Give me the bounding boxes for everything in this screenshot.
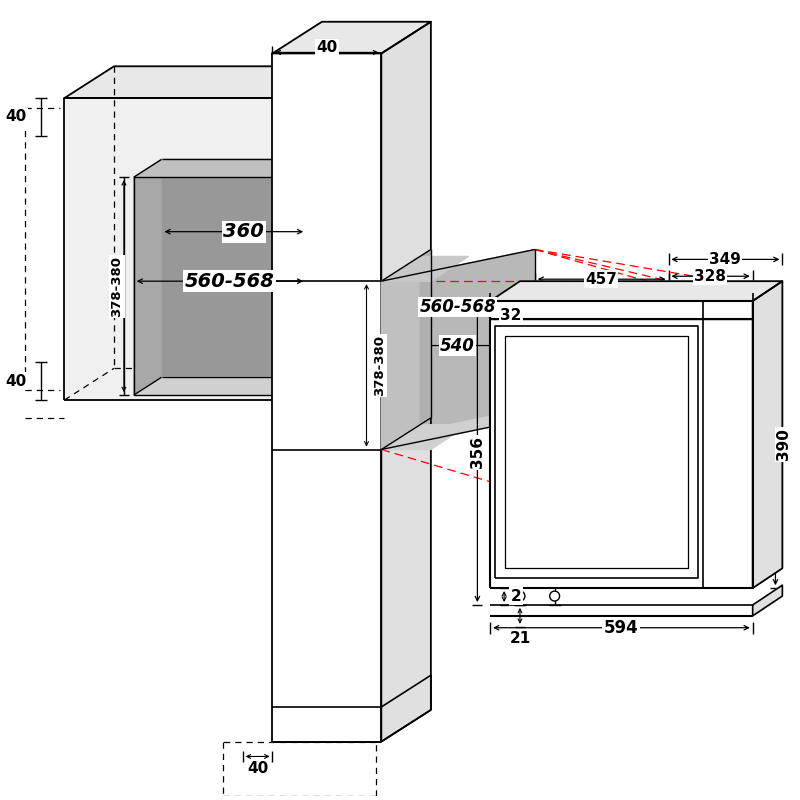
Text: 349: 349 — [709, 252, 741, 267]
Polygon shape — [382, 250, 431, 450]
Text: 594: 594 — [603, 618, 638, 637]
Text: 32: 32 — [500, 308, 522, 323]
Polygon shape — [307, 66, 357, 400]
Polygon shape — [382, 250, 535, 450]
Polygon shape — [753, 281, 782, 588]
Polygon shape — [273, 54, 382, 742]
Text: 378-380: 378-380 — [373, 335, 386, 396]
Polygon shape — [382, 257, 419, 450]
Text: 40: 40 — [6, 110, 27, 124]
Polygon shape — [382, 402, 559, 450]
Text: 21: 21 — [510, 631, 530, 646]
Text: 40: 40 — [6, 374, 27, 389]
Polygon shape — [65, 98, 307, 400]
Text: 360: 360 — [223, 222, 264, 241]
Polygon shape — [65, 66, 357, 98]
Polygon shape — [382, 257, 469, 281]
Polygon shape — [382, 425, 469, 450]
Polygon shape — [134, 159, 162, 395]
Text: 40: 40 — [316, 40, 338, 55]
Text: 328: 328 — [694, 269, 726, 284]
Text: 356: 356 — [470, 437, 485, 469]
Polygon shape — [490, 281, 782, 301]
Circle shape — [515, 591, 525, 601]
Text: 560-568: 560-568 — [419, 298, 496, 316]
Text: 540: 540 — [440, 337, 475, 354]
Text: 390: 390 — [776, 429, 791, 461]
Polygon shape — [382, 22, 431, 742]
Text: 560-568: 560-568 — [185, 272, 274, 290]
Polygon shape — [273, 22, 431, 54]
Text: 2: 2 — [510, 589, 522, 603]
Polygon shape — [490, 301, 753, 588]
Polygon shape — [753, 585, 782, 616]
Polygon shape — [162, 159, 334, 378]
Text: 457: 457 — [586, 272, 617, 286]
Text: 378-380: 378-380 — [110, 256, 123, 317]
Text: 40: 40 — [247, 761, 268, 776]
Circle shape — [550, 591, 559, 601]
Polygon shape — [134, 378, 334, 395]
Polygon shape — [134, 159, 334, 178]
